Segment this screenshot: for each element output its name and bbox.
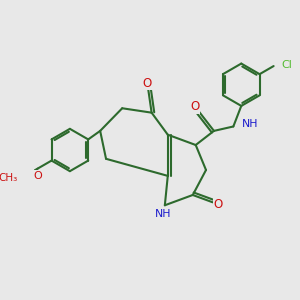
Text: O: O <box>214 198 223 211</box>
Text: CH₃: CH₃ <box>0 173 18 183</box>
Text: O: O <box>143 76 152 89</box>
Text: NH: NH <box>242 119 258 129</box>
Text: NH: NH <box>155 208 172 218</box>
Text: O: O <box>190 100 200 113</box>
Text: O: O <box>33 171 42 181</box>
Text: Cl: Cl <box>281 60 292 70</box>
